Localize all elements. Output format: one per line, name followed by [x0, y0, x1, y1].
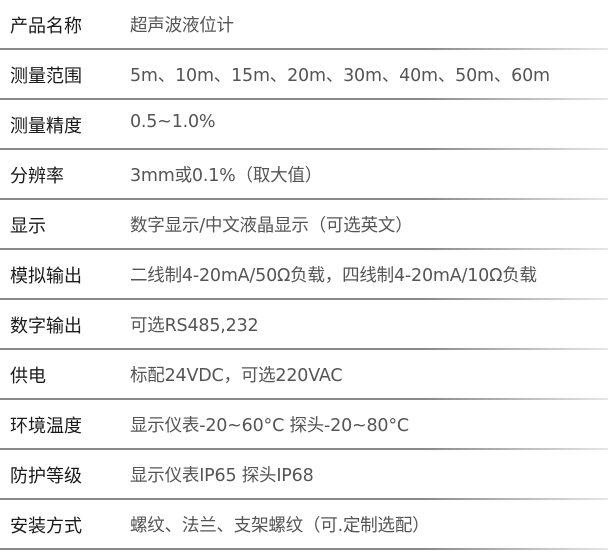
spec-row: 模拟输出 二线制4-20mA/50Ω负载，四线制4-20mA/10Ω负载 — [0, 250, 608, 300]
spec-value: 螺纹、法兰、支架螺纹（可.定制选配） — [130, 516, 430, 536]
spec-row: 显示 数字显示/中文液晶显示（可选英文） — [0, 200, 608, 250]
spec-value: 0.5~1.0% — [130, 112, 216, 132]
spec-label: 数字输出 — [10, 316, 82, 337]
spec-row: 产品名称 超声波液位计 — [0, 0, 608, 50]
spec-row: 测量精度 0.5~1.0% — [0, 100, 608, 150]
spec-row: 分辨率 3mm或0.1%（取大值） — [0, 150, 608, 200]
spec-value: 3mm或0.1%（取大值） — [130, 166, 323, 186]
spec-label: 测量精度 — [10, 116, 82, 137]
spec-label: 显示 — [10, 216, 46, 237]
spec-row: 安装方式 螺纹、法兰、支架螺纹（可.定制选配） — [0, 500, 608, 550]
spec-value: 二线制4-20mA/50Ω负载，四线制4-20mA/10Ω负载 — [130, 266, 537, 286]
spec-label: 防护等级 — [10, 466, 82, 487]
spec-label: 分辨率 — [10, 166, 64, 187]
spec-value: 可选RS485,232 — [130, 316, 259, 336]
spec-value: 标配24VDC，可选220VAC — [130, 366, 343, 386]
spec-label: 环境温度 — [10, 416, 82, 437]
spec-value: 超声波液位计 — [130, 16, 234, 36]
spec-row: 防护等级 显示仪表IP65 探头IP68 — [0, 450, 608, 500]
spec-row: 环境温度 显示仪表-20~60°C 探头-20~80°C — [0, 400, 608, 450]
spec-label: 测量范围 — [10, 66, 82, 87]
spec-value: 显示仪表IP65 探头IP68 — [130, 466, 314, 486]
spec-label: 模拟输出 — [10, 266, 82, 287]
spec-value: 5m、10m、15m、20m、30m、40m、50m、60m — [130, 66, 550, 86]
spec-row: 供电 标配24VDC，可选220VAC — [0, 350, 608, 400]
spec-label: 供电 — [10, 366, 46, 387]
spec-value: 显示仪表-20~60°C 探头-20~80°C — [130, 416, 409, 436]
spec-row: 数字输出 可选RS485,232 — [0, 300, 608, 350]
spec-label: 产品名称 — [10, 16, 82, 37]
spec-value: 数字显示/中文液晶显示（可选英文） — [130, 216, 413, 236]
spec-row: 测量范围 5m、10m、15m、20m、30m、40m、50m、60m — [0, 50, 608, 100]
spec-label: 安装方式 — [10, 516, 82, 537]
